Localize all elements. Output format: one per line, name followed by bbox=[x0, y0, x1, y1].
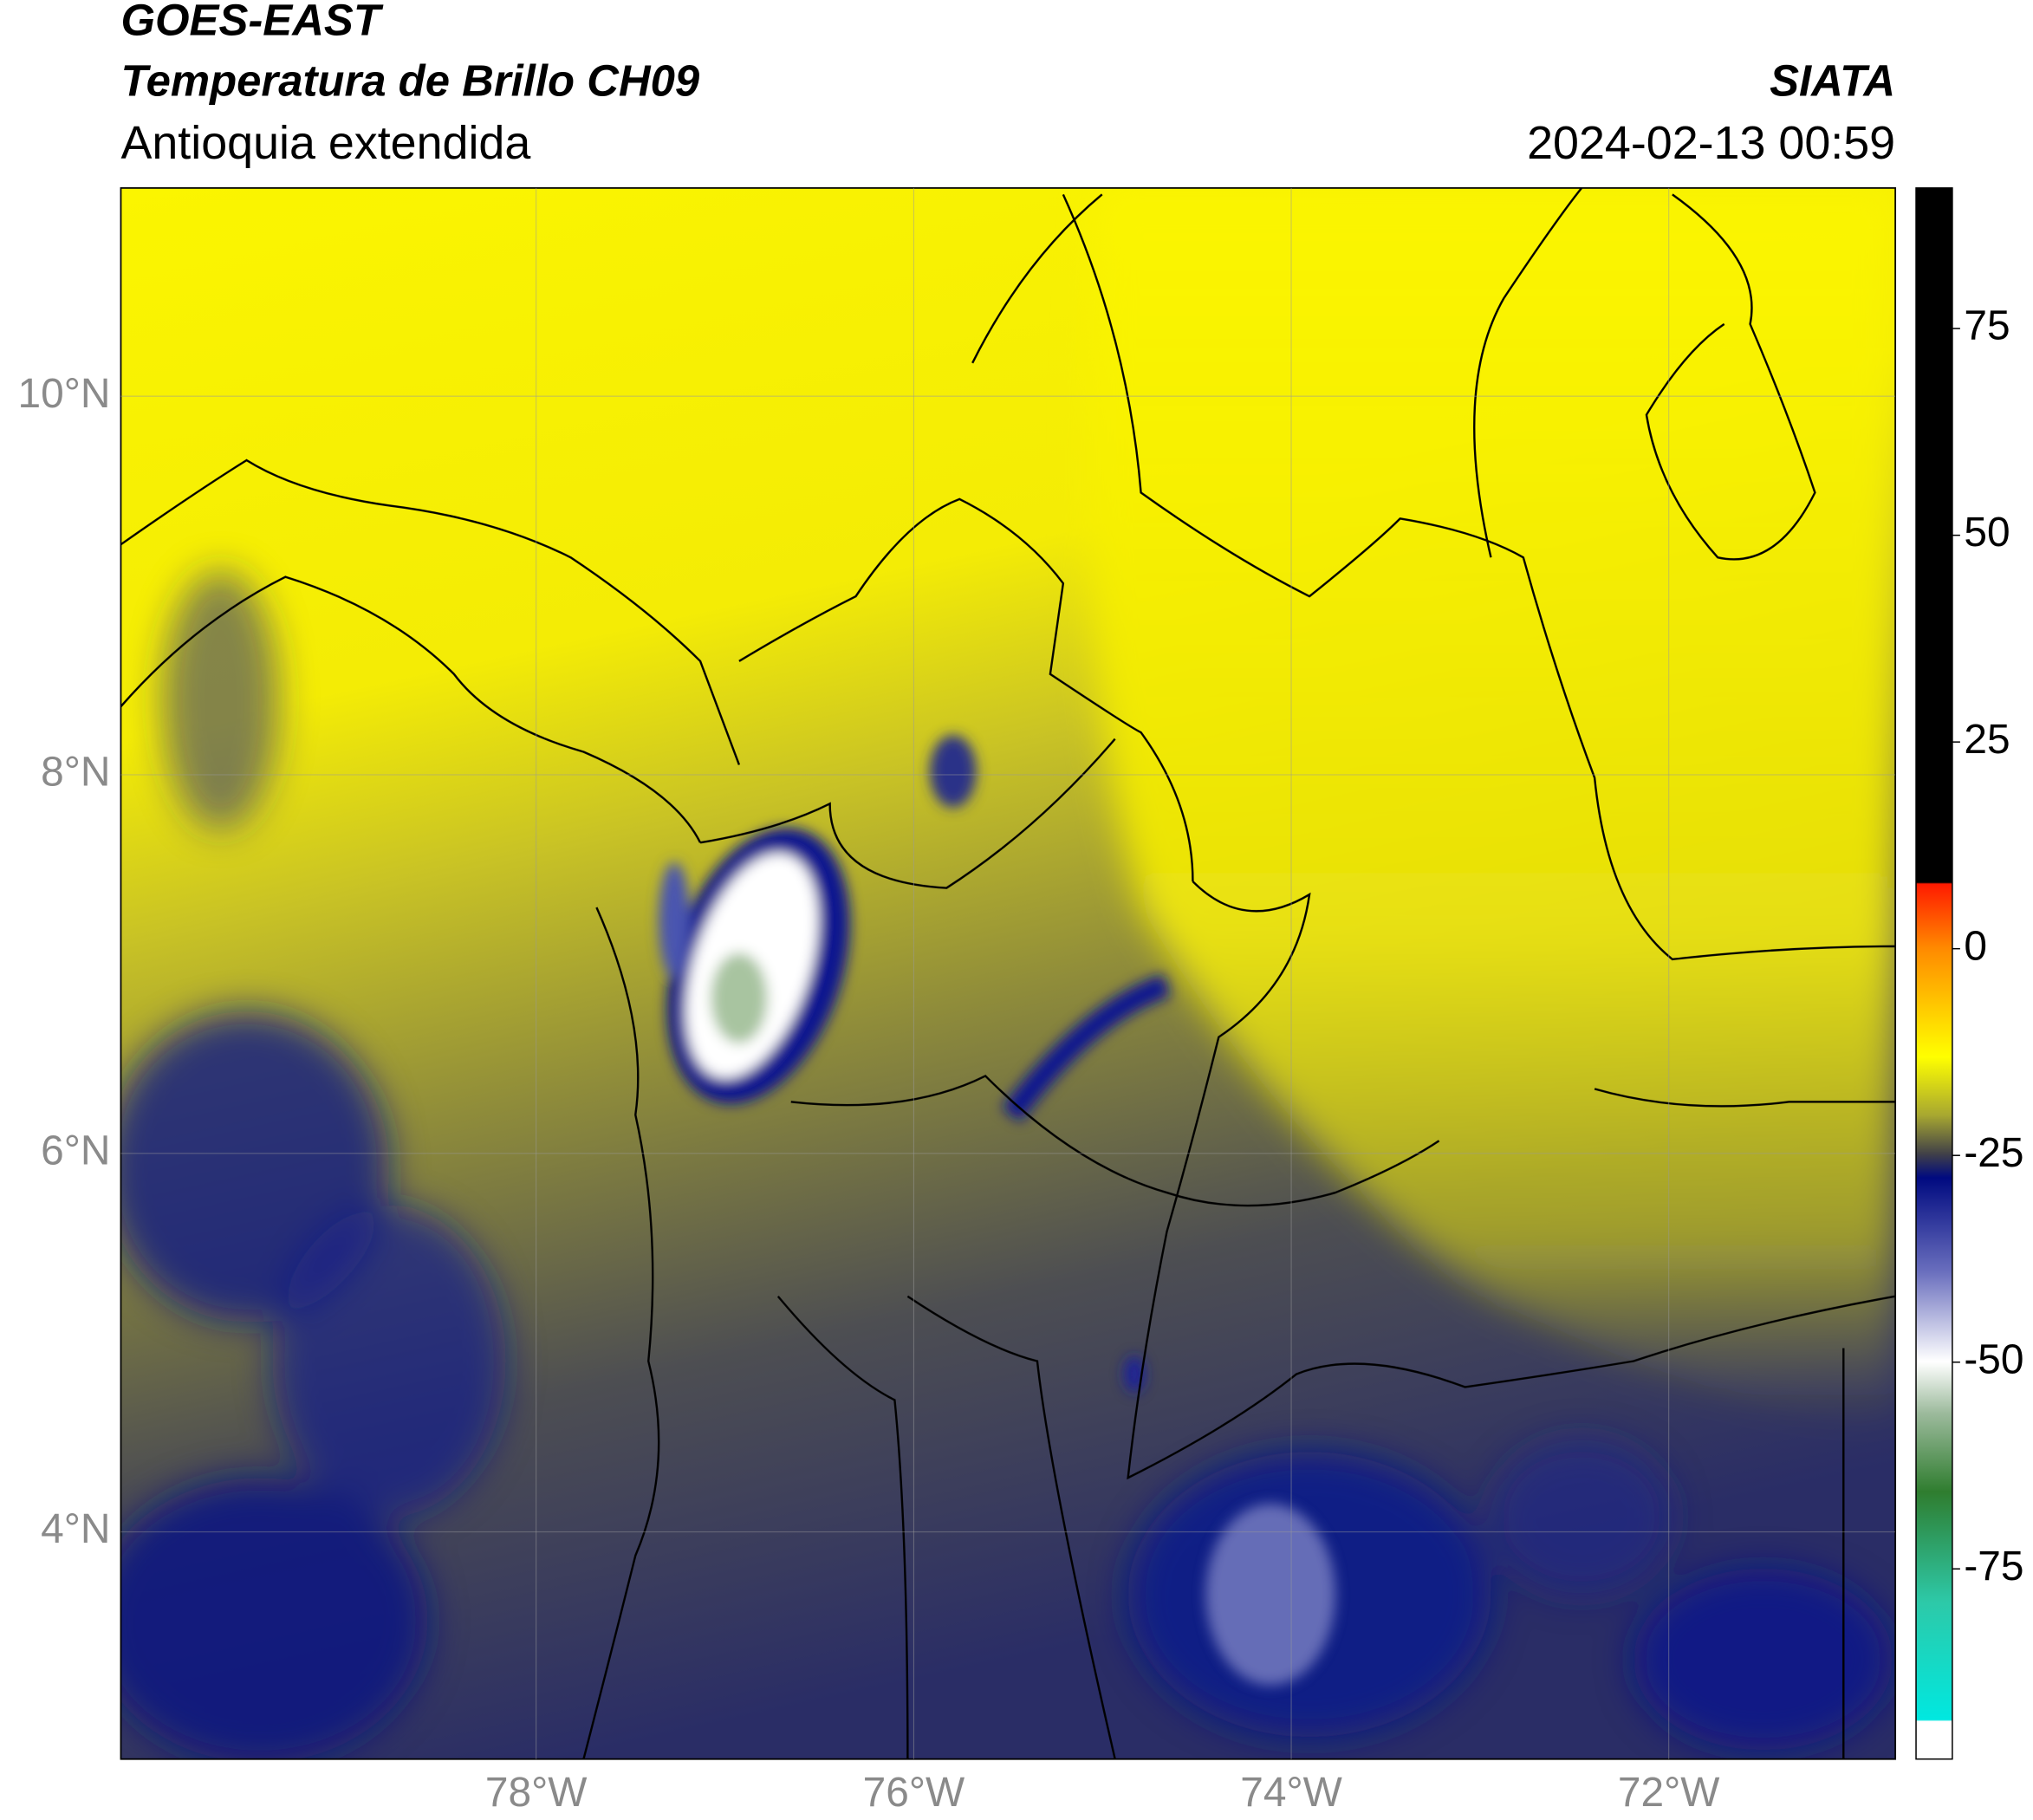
source: SIATA bbox=[1770, 56, 1895, 106]
colorbar bbox=[1915, 187, 1953, 1760]
colorbar-axis: 75 50 25 0 -25 -50 -75 bbox=[1952, 303, 2024, 1589]
title: GOES-EAST bbox=[120, 0, 383, 44]
colorbar-tick-label: 50 bbox=[1964, 510, 2010, 556]
y-tick-label: 6°N bbox=[41, 1128, 110, 1173]
y-tick-label: 10°N bbox=[18, 371, 111, 417]
colorbar-tick-label: 75 bbox=[1964, 303, 2010, 349]
x-tick-label: 76°W bbox=[863, 1770, 965, 1816]
subtitle: Temperatura de Brillo CH09 bbox=[120, 56, 699, 106]
colorbar-tick-label: -25 bbox=[1964, 1130, 2023, 1176]
map-image bbox=[120, 187, 1896, 1759]
colorbar-tick-label: -75 bbox=[1964, 1544, 2023, 1589]
grid: 78°W 76°W 74°W 72°W 4°N 6°N 8°N 10°N bbox=[18, 187, 1896, 1816]
y-tick-label: 8°N bbox=[41, 750, 110, 796]
warm-region bbox=[1088, 187, 1896, 1427]
colorbar-tick-label: 0 bbox=[1964, 923, 1987, 969]
colorbar-tick-label: 25 bbox=[1964, 717, 2010, 763]
colorbar-tick-label: -50 bbox=[1964, 1336, 2023, 1382]
x-tick-label: 78°W bbox=[485, 1770, 588, 1816]
y-tick-label: 4°N bbox=[41, 1506, 110, 1552]
region: Antioquia extendida bbox=[120, 117, 530, 169]
map-frame bbox=[120, 186, 1896, 1760]
borders bbox=[120, 187, 1896, 1759]
timestamp: 2024-02-13 00:59 bbox=[1527, 117, 1895, 169]
x-tick-label: 72°W bbox=[1618, 1770, 1720, 1816]
convective-cells bbox=[659, 735, 1335, 1686]
x-tick-label: 74°W bbox=[1240, 1770, 1342, 1816]
